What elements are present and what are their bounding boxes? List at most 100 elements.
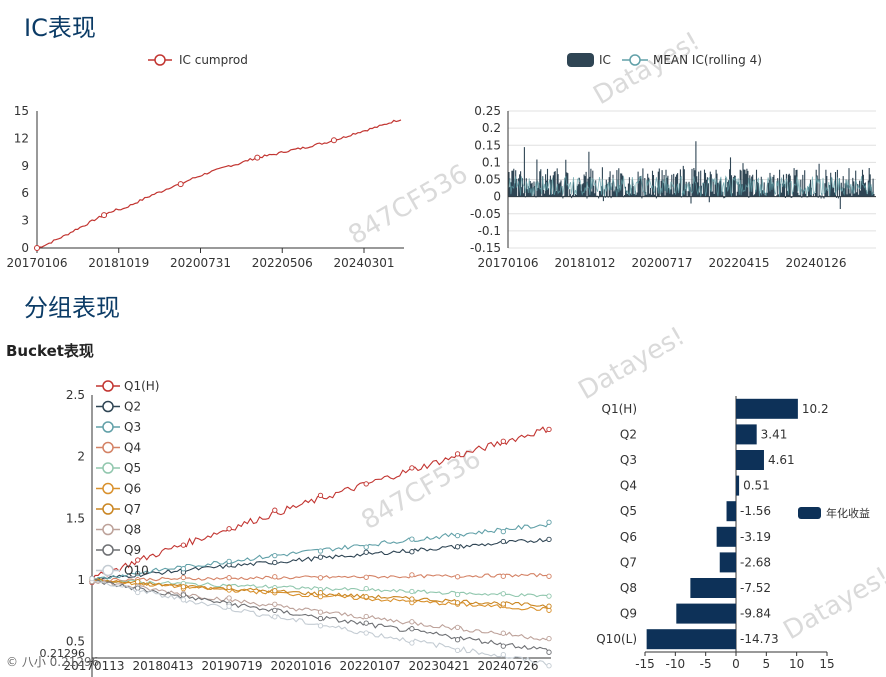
y-tick-label: 15 bbox=[14, 104, 29, 118]
bucket-point-Q4 bbox=[500, 573, 506, 579]
bucket-point-Q7 bbox=[272, 588, 278, 594]
legend-label-annual-return: 年化收益 bbox=[826, 506, 870, 520]
x-tick-label: 20220107 bbox=[339, 659, 400, 673]
y-tick-label: 0 bbox=[21, 241, 29, 255]
value-label-Q8: -7.52 bbox=[740, 581, 771, 595]
bucket-point-Q1(H) bbox=[317, 492, 324, 499]
legend-label-Q5: Q5 bbox=[124, 461, 141, 475]
x-tick-label: 20220415 bbox=[708, 256, 769, 270]
bucket-point-Q2 bbox=[546, 536, 552, 543]
x-tick-label: 0 bbox=[732, 657, 740, 671]
group-section-title: 分组表现 bbox=[24, 294, 120, 322]
ic-bars bbox=[508, 141, 875, 209]
footer-label: © 八小 0.21296 bbox=[6, 655, 99, 669]
bucket-point-Q7 bbox=[409, 596, 415, 602]
x-tick-label: 20220506 bbox=[252, 256, 313, 270]
bucket-point-Q8 bbox=[546, 635, 552, 642]
legend-marker-ic-cumprod bbox=[154, 54, 166, 66]
bucket-point-Q7 bbox=[454, 600, 461, 606]
legend-marker-Q8 bbox=[102, 523, 114, 536]
bucket-point-Q3 bbox=[272, 552, 278, 559]
bucket-point-Q3 bbox=[546, 519, 552, 525]
category-label: Q1(H) bbox=[602, 402, 637, 416]
legend-marker-Q9 bbox=[102, 544, 114, 556]
bucket-point-Q4 bbox=[363, 574, 369, 580]
value-label-Q3: 4.61 bbox=[768, 453, 795, 467]
bucket-point-Q2 bbox=[317, 554, 324, 560]
category-label: Q6 bbox=[620, 530, 637, 544]
bucket-point-Q2 bbox=[454, 544, 461, 550]
category-label: Q4 bbox=[620, 479, 637, 493]
value-label-Q2: 3.41 bbox=[761, 427, 788, 441]
bucket-point-Q1(H) bbox=[363, 481, 369, 487]
x-tick-label: 20240126 bbox=[785, 256, 846, 270]
bar-Q6 bbox=[716, 526, 736, 547]
y-tick-label: 0 bbox=[493, 190, 501, 204]
category-label: Q3 bbox=[620, 453, 637, 467]
y-tick-label: -0.15 bbox=[470, 241, 501, 255]
bucket-point-Q5 bbox=[454, 591, 461, 598]
bucket-point-Q3 bbox=[135, 570, 141, 577]
value-label-Q10(L): -14.73 bbox=[740, 632, 779, 646]
y-tick-label: 0.1 bbox=[482, 155, 501, 169]
bar-Q7 bbox=[719, 552, 736, 573]
bucket-point-Q8 bbox=[409, 619, 415, 625]
legend-label-Q10: Q10 bbox=[124, 564, 149, 578]
legend-label-Q3: Q3 bbox=[124, 420, 141, 434]
watermark-1: Datayes! bbox=[589, 26, 706, 111]
x-tick-label: 20230421 bbox=[408, 659, 469, 673]
y-tick-label: 1.5 bbox=[66, 511, 85, 525]
bucket-point-Q8 bbox=[226, 595, 232, 601]
bucket-point-Q5 bbox=[409, 588, 415, 595]
x-tick-label: 20181012 bbox=[554, 256, 615, 270]
category-label: Q2 bbox=[620, 427, 637, 441]
bucket-point-Q1(H) bbox=[546, 426, 552, 433]
y-tick-label: -0.1 bbox=[478, 224, 501, 238]
y-tick-label: -0.05 bbox=[470, 207, 501, 221]
bucket-point-Q9 bbox=[454, 637, 461, 643]
bucket-point-Q4 bbox=[272, 574, 278, 580]
ic-cumprod-point bbox=[254, 154, 261, 161]
bucket-point-Q7 bbox=[180, 584, 187, 590]
bucket-point-Q4 bbox=[546, 573, 552, 579]
category-label: Q5 bbox=[620, 504, 637, 518]
bar-Q4 bbox=[736, 475, 740, 496]
ic-cumprod-point bbox=[330, 137, 337, 144]
bar-Q1(H) bbox=[736, 398, 798, 419]
bucket-point-Q2 bbox=[272, 559, 278, 566]
bucket-point-Q3 bbox=[409, 536, 415, 542]
bucket-point-Q9 bbox=[363, 620, 369, 626]
value-label-Q9: -9.84 bbox=[740, 607, 771, 621]
bucket-point-Q1(H) bbox=[500, 438, 506, 444]
bucket-point-Q8 bbox=[454, 624, 461, 631]
legend-marker-Q1(H) bbox=[102, 380, 114, 392]
ic-section-title: IC表现 bbox=[24, 14, 96, 42]
category-label: Q10(L) bbox=[596, 632, 637, 646]
bucket-point-Q8 bbox=[317, 609, 324, 615]
y-tick-label: 0.05 bbox=[474, 173, 501, 187]
bucket-point-Q10 bbox=[454, 647, 461, 654]
bucket-point-Q3 bbox=[180, 566, 187, 572]
bucket-point-Q3 bbox=[363, 544, 369, 550]
bucket-point-Q3 bbox=[226, 558, 232, 565]
bucket-point-Q10 bbox=[180, 597, 187, 603]
legend-label-Q8: Q8 bbox=[124, 523, 141, 537]
bucket-point-Q9 bbox=[317, 615, 324, 622]
watermark-0: 847CF536 bbox=[344, 159, 474, 251]
legend-label-ic: IC bbox=[599, 53, 611, 67]
bucket-point-Q8 bbox=[500, 630, 506, 636]
bucket-point-Q3 bbox=[500, 528, 506, 535]
y-tick-label: 2 bbox=[77, 450, 85, 464]
legend-label-mean-ic: MEAN IC(rolling 4) bbox=[653, 53, 762, 67]
y-tick-label: 1 bbox=[77, 573, 85, 587]
watermark-4: Datayes! bbox=[779, 561, 886, 646]
ic-cumprod-point bbox=[34, 245, 40, 251]
x-tick-label: 20200731 bbox=[170, 256, 231, 270]
legend-label-Q6: Q6 bbox=[124, 482, 141, 496]
bucket-point-Q3 bbox=[317, 548, 324, 554]
legend-marker-Q7 bbox=[102, 503, 114, 515]
x-tick-label: 20240726 bbox=[477, 659, 538, 673]
x-tick-label: 20170106 bbox=[477, 256, 538, 270]
legend-label-Q4: Q4 bbox=[124, 441, 141, 455]
bucket-point-Q8 bbox=[363, 613, 369, 620]
